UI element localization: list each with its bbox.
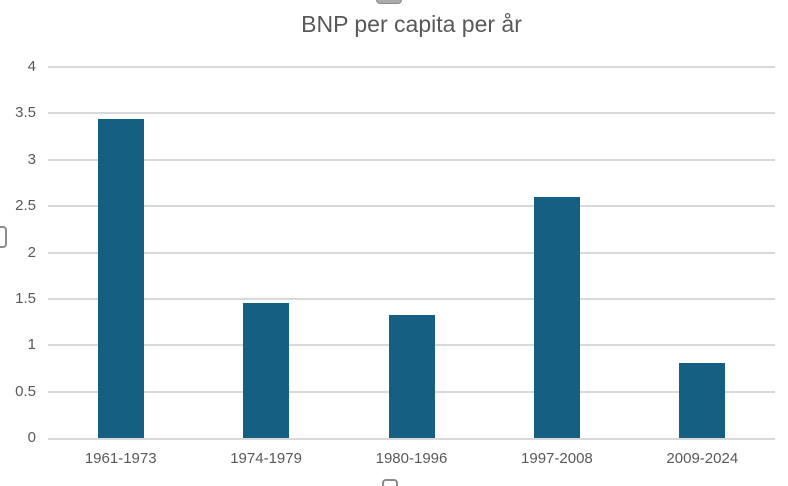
bar-2009-2024[interactable] <box>679 362 726 438</box>
gridline <box>48 66 775 68</box>
bar-1974-1979[interactable] <box>243 302 290 438</box>
gridline <box>48 112 775 115</box>
chart-resize-handle-bottom[interactable] <box>382 479 398 486</box>
y-axis-tick-label: 1 <box>27 336 36 354</box>
gridline <box>48 297 775 300</box>
gridline <box>48 205 775 208</box>
bar-1980-1996[interactable] <box>388 314 435 438</box>
y-axis-tick-label: 4 <box>27 58 36 75</box>
x-axis-tick-label: 2009-2024 <box>666 450 739 467</box>
plot-area <box>48 66 775 440</box>
y-axis-tick-label: 2 <box>27 243 36 261</box>
bar-1961-1973[interactable] <box>97 118 144 438</box>
x-axis-tick-label: 1974-1979 <box>230 450 302 467</box>
chart-resize-handle-left[interactable] <box>0 226 7 248</box>
x-axis-tick-label: 1980-1996 <box>375 450 448 467</box>
y-axis-tick-label: 0 <box>27 429 36 446</box>
x-axis-tick-label: 1961-1973 <box>84 450 157 467</box>
x-axis-tick-label: 1997-2008 <box>521 450 593 467</box>
y-axis-tick-label: 2.5 <box>15 197 36 215</box>
y-axis-tick-label: 3.5 <box>15 104 36 122</box>
gridline <box>48 251 775 254</box>
y-axis-tick-label: 3 <box>27 150 36 168</box>
gridline <box>48 158 775 161</box>
y-axis-tick-label: 0.5 <box>15 382 36 400</box>
bar-1997-2008[interactable] <box>533 196 580 438</box>
chart-title[interactable]: BNP per capita per år <box>301 11 522 37</box>
y-axis-tick-label: 1.5 <box>15 289 36 307</box>
chart-resize-handle-top[interactable] <box>376 0 402 4</box>
